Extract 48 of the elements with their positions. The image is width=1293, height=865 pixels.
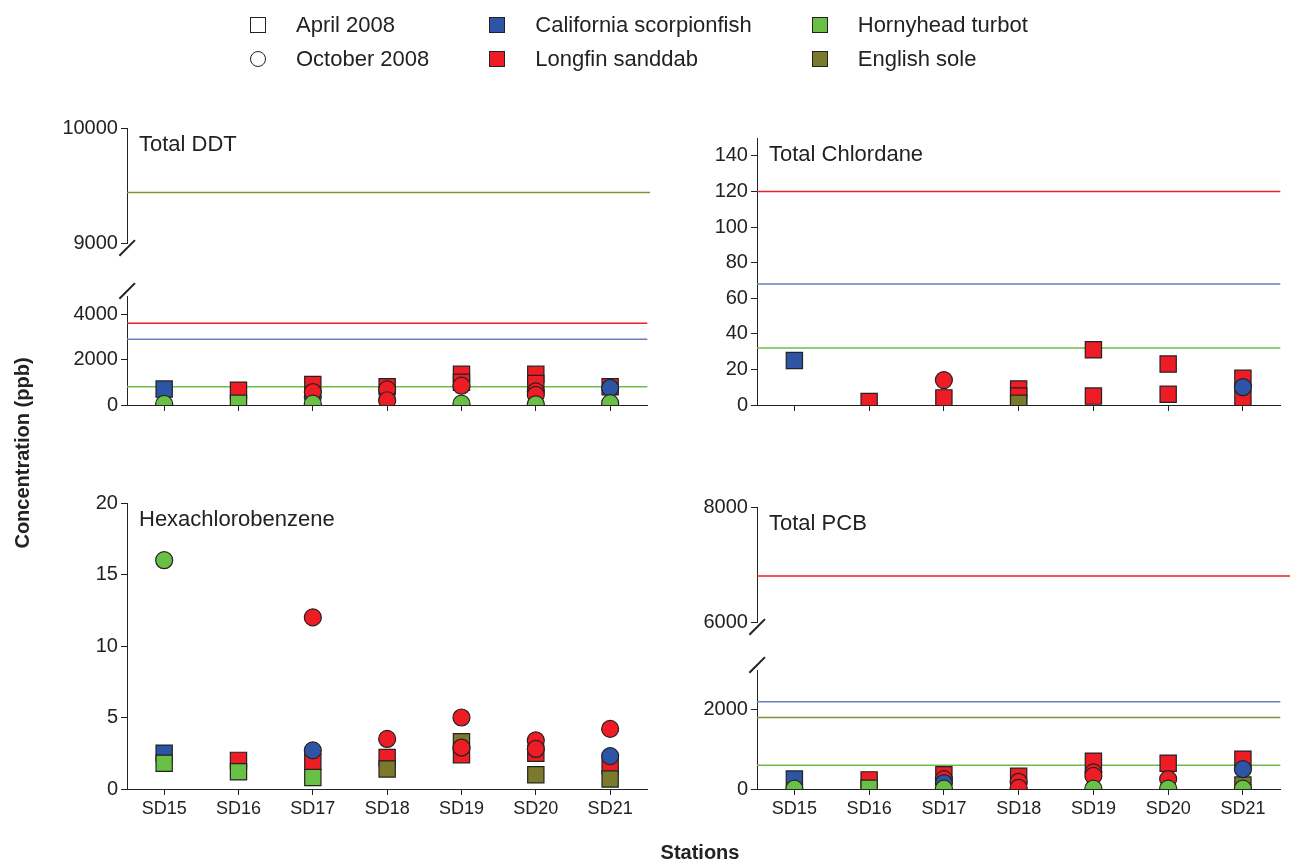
x-tick-label: SD21 bbox=[587, 797, 633, 818]
y-tick-label: 60 bbox=[725, 285, 748, 308]
legend-label: English sole bbox=[857, 46, 977, 72]
y-tick-label: 2000 bbox=[73, 347, 118, 370]
chart-title: Hexachlorobenzene bbox=[139, 506, 335, 532]
y-tick-label: 4000 bbox=[73, 301, 118, 324]
y-tick-label: 2000 bbox=[703, 697, 748, 720]
y-tick-label: 120 bbox=[714, 178, 748, 201]
y-tick-label: 40 bbox=[725, 321, 748, 344]
y-tick-label: 80 bbox=[725, 250, 748, 273]
y-tick-label: 10000 bbox=[62, 115, 118, 138]
x-tick-label: SD16 bbox=[215, 797, 262, 818]
chart-title: Total Chlordane bbox=[769, 141, 924, 167]
y-tick-label: 140 bbox=[714, 143, 748, 166]
x-tick-label: SD17 bbox=[290, 797, 336, 818]
y-tick-label: 15 bbox=[95, 562, 118, 585]
chart-title: Total PCB bbox=[769, 510, 867, 536]
y-tick-label: 10 bbox=[95, 633, 118, 656]
legend-label: Longfin sanddab bbox=[535, 46, 699, 72]
x-tick-label: SD19 bbox=[1070, 797, 1116, 818]
legend-label: October 2008 bbox=[296, 46, 430, 72]
legend-label: April 2008 bbox=[296, 12, 396, 38]
legend-label: Hornyhead turbot bbox=[857, 12, 1028, 38]
x-tick-label: SD20 bbox=[513, 797, 559, 818]
y-tick-label: 20 bbox=[725, 356, 748, 379]
y-tick-label: 5 bbox=[106, 705, 118, 728]
x-tick-label: SD20 bbox=[1145, 797, 1191, 818]
y-tick-label: 0 bbox=[736, 392, 748, 415]
x-axis-title: Stations bbox=[660, 840, 740, 864]
legend-label: California scorpionfish bbox=[535, 12, 752, 38]
y-tick-label: 100 bbox=[714, 214, 748, 237]
x-tick-label: SD15 bbox=[771, 797, 817, 818]
x-tick-label: SD19 bbox=[438, 797, 484, 818]
y-tick-label: 8000 bbox=[703, 494, 748, 517]
y-tick-label: 0 bbox=[736, 776, 748, 799]
x-tick-label: SD18 bbox=[996, 797, 1042, 818]
x-tick-label: SD18 bbox=[364, 797, 410, 818]
chart-title: Total DDT bbox=[139, 131, 237, 157]
y-tick-label: 9000 bbox=[73, 230, 118, 253]
y-tick-label: 0 bbox=[106, 392, 118, 415]
x-tick-label: SD17 bbox=[921, 797, 967, 818]
x-tick-label: SD21 bbox=[1220, 797, 1266, 818]
y-axis-title: Concentration (ppb) bbox=[10, 357, 34, 549]
y-tick-label: 0 bbox=[106, 776, 118, 799]
x-tick-label: SD16 bbox=[846, 797, 892, 818]
y-tick-label: 6000 bbox=[703, 609, 748, 632]
y-tick-label: 20 bbox=[95, 490, 118, 513]
x-tick-label: SD15 bbox=[141, 797, 187, 818]
